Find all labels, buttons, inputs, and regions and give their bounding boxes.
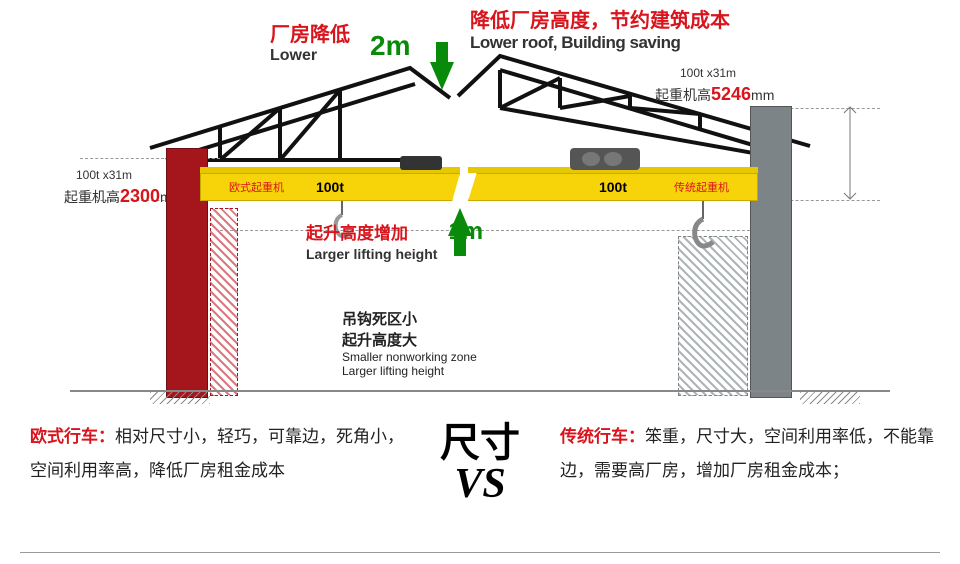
- right-span: 100t x31m: [680, 66, 736, 80]
- right-heading-en: Lower roof, Building saving: [470, 33, 730, 53]
- vs-label: VS: [400, 460, 560, 508]
- arrow-down-icon: [430, 62, 454, 90]
- left-heading-en: Lower: [270, 47, 350, 65]
- left-column: 欧式行车：相对尺寸小，轻巧，可靠边，死角小，空间利用率高，降低厂房租金成本: [30, 420, 410, 488]
- left-span: 100t x31m: [76, 168, 132, 182]
- arrow-up-icon: [448, 208, 472, 236]
- crane-comparison-diagram: 厂房降低 Lower 2m 降低厂房高度，节约建筑成本 Lower roof, …: [70, 8, 890, 398]
- zone-text: 吊钩死区小 起升高度大 Smaller nonworking zone Larg…: [342, 308, 477, 378]
- right-beam: 100t 传统起重机: [468, 173, 758, 201]
- right-pillar: [750, 106, 792, 398]
- left-hatch: [210, 208, 238, 396]
- right-col-head: 传统行车：: [560, 427, 645, 446]
- left-heading-cn: 厂房降低: [270, 18, 350, 47]
- right-heading-cn: 降低厂房高度，节约建筑成本: [470, 4, 730, 33]
- dim-bracket-right: [830, 103, 870, 203]
- lower-value: 2m: [370, 30, 410, 62]
- bottom-rule: [20, 552, 940, 553]
- vs-block: 尺寸 VS: [400, 410, 560, 508]
- right-column: 传统行车：笨重，尺寸大，空间利用率低，不能靠边，需要高厂房，增加厂房租金成本；: [560, 420, 940, 488]
- left-col-head: 欧式行车：: [30, 427, 115, 446]
- right-hatch: [678, 236, 748, 396]
- trolley-left: [400, 156, 442, 170]
- right-heading: 降低厂房高度，节约建筑成本 Lower roof, Building savin…: [470, 4, 730, 53]
- comparison-text: 欧式行车：相对尺寸小，轻巧，可靠边，死角小，空间利用率高，降低厂房租金成本 尺寸…: [0, 410, 960, 560]
- right-height: 起重机高5246mm: [655, 84, 774, 105]
- trolley-right: [570, 148, 640, 170]
- left-heading: 厂房降低 Lower: [270, 18, 350, 65]
- ground-line: [70, 390, 890, 392]
- left-beam: 欧式起重机 100t: [200, 173, 460, 201]
- hook-right-icon: [690, 201, 716, 251]
